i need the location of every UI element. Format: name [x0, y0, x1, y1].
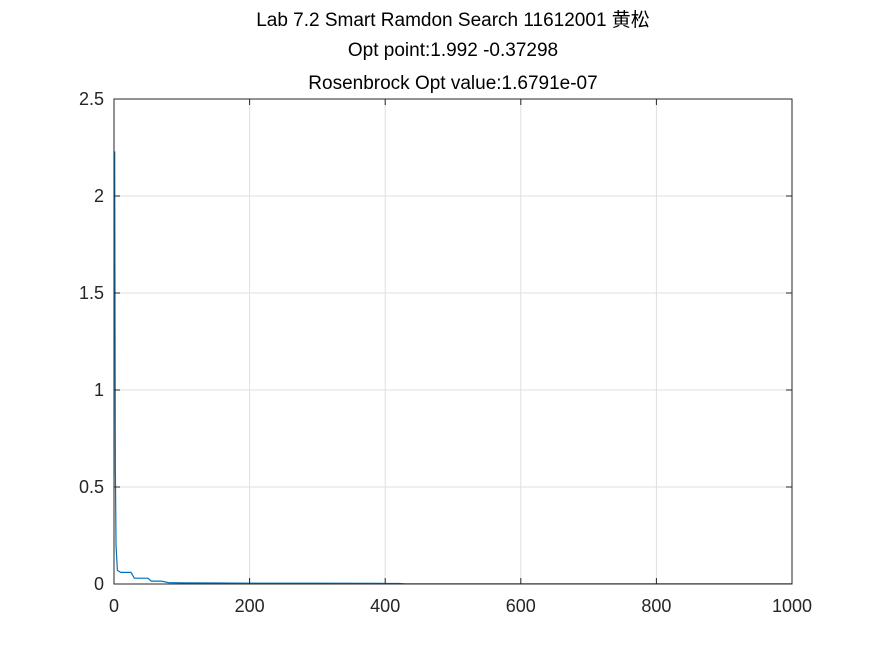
y-tick-label: 2 [94, 186, 104, 206]
x-tick-label: 800 [641, 596, 671, 616]
y-tick-label: 1 [94, 380, 104, 400]
grid-lines [113, 98, 793, 585]
y-tick-label: 2.5 [79, 89, 104, 109]
y-tick-label: 0 [94, 574, 104, 594]
x-tick-labels: 0 200 400 600 800 1000 [109, 596, 812, 616]
y-tick-labels: 0 0.5 1 1.5 2 2.5 [79, 89, 104, 594]
series-lines [114, 151, 792, 585]
title-line-3: Rosenbrock Opt value:1.6791e-07 [308, 73, 597, 94]
x-tick-label: 200 [235, 596, 265, 616]
chart-title: Lab 7.2 Smart Ramdon Search 11612001 黄松 O… [256, 9, 650, 94]
x-tick-label: 400 [370, 596, 400, 616]
x-tick-label: 1000 [772, 596, 812, 616]
tick-marks [113, 98, 793, 585]
series-line-1 [114, 151, 792, 585]
x-tick-label: 0 [109, 596, 119, 616]
x-tick-label: 600 [506, 596, 536, 616]
title-line-2: Opt point:1.992 -0.37298 [348, 40, 558, 61]
title-line-1: Lab 7.2 Smart Ramdon Search 11612001 黄松 [256, 9, 650, 31]
y-tick-label: 1.5 [79, 283, 104, 303]
y-tick-label: 0.5 [79, 477, 104, 497]
axes-box [113, 98, 793, 585]
